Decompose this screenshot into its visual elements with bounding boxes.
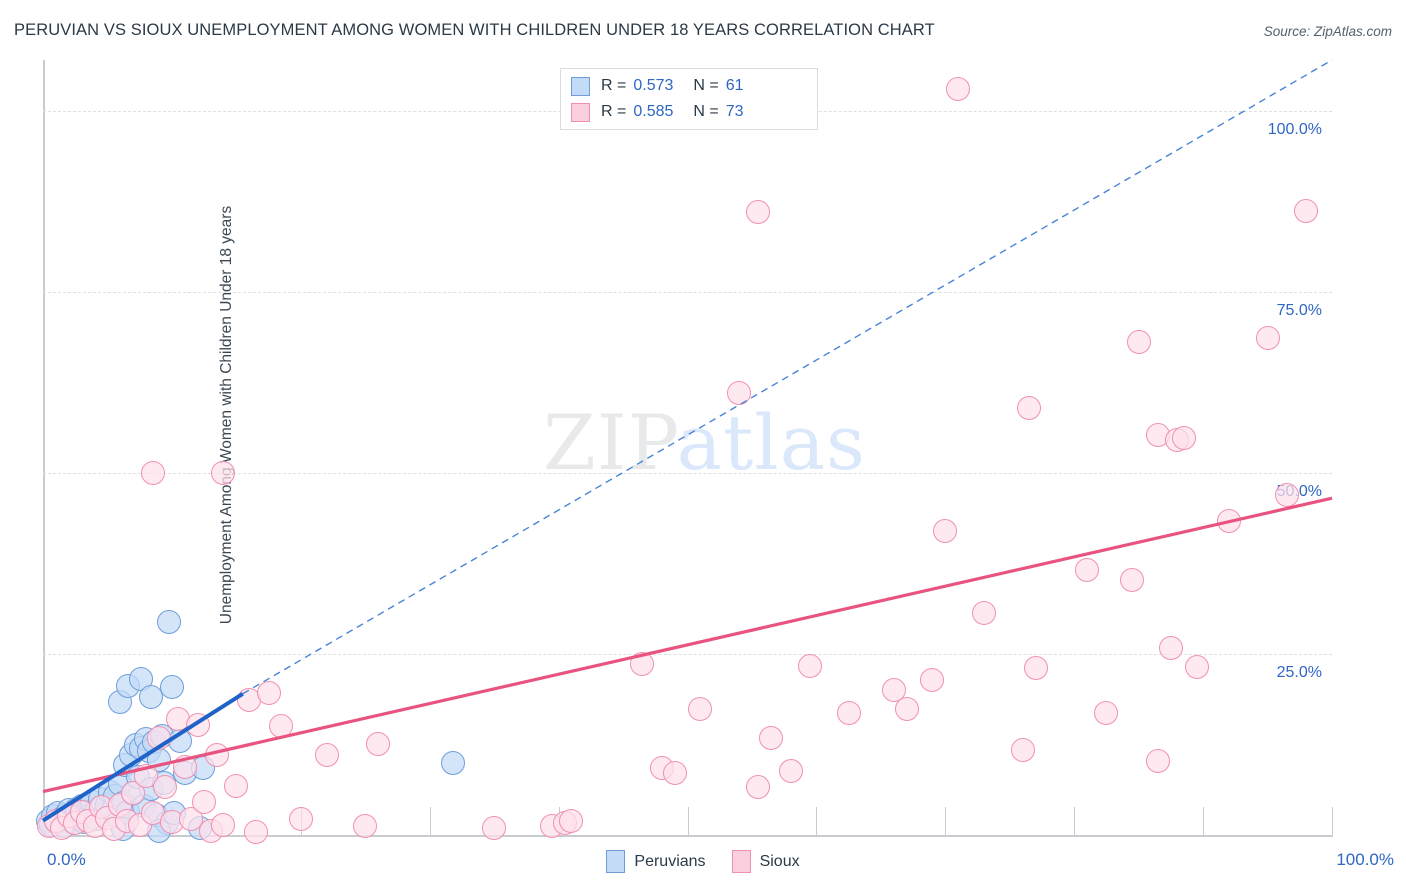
data-point-sioux [836,701,861,726]
y-axis-line [43,60,45,836]
x-tick-mark [945,807,947,835]
n-value-sioux: 73 [725,103,744,120]
data-point-sioux [243,820,268,845]
data-point-sioux [746,200,771,225]
gridline [43,472,1332,474]
sioux-swatch-icon [571,102,590,122]
data-point-sioux [559,808,584,833]
data-point-sioux [256,681,281,706]
data-point-sioux [269,714,294,739]
data-point-sioux [192,789,217,814]
data-point-sioux [366,731,391,756]
data-point-sioux [1010,737,1035,762]
legend-item-peruvians[interactable]: Peruvians [606,850,706,873]
data-point-sioux [288,807,313,832]
data-point-sioux [1126,330,1151,355]
correlation-stats-box: R = 0.573 N = 61 R = 0.585 N = 73 [560,68,818,130]
data-point-sioux [1171,426,1196,451]
x-tick-mark [687,807,689,835]
data-point-sioux [933,518,958,543]
data-point-sioux [172,754,197,779]
data-point-sioux [147,725,171,750]
data-point-sioux [353,814,378,839]
data-point-sioux [688,696,713,721]
data-point-sioux [662,760,687,785]
data-point-sioux [140,460,165,485]
data-point-sioux [778,759,803,784]
data-point-sioux [894,696,919,721]
y-tick-label: 75.0% [1276,301,1322,319]
gridline [43,291,1332,293]
data-point-sioux [727,381,752,406]
data-point-peruvians [157,610,182,635]
data-point-sioux [1184,654,1209,679]
x-tick-mark [816,807,818,835]
n-label-sioux: N = [693,103,719,120]
data-point-sioux [224,773,249,798]
plot-area: 100.0% 75.0% 50.0% 25.0% [36,60,1333,845]
n-label-peruvians: N = [693,77,719,94]
y-axis-label-wrap: Unemployment Among Women with Children U… [10,180,235,650]
data-point-sioux [211,460,236,485]
x-axis-line [43,835,1333,837]
legend-item-sioux[interactable]: Sioux [731,850,800,873]
gridline [43,653,1332,655]
y-tick-label: 25.0% [1276,663,1322,681]
data-point-sioux [1075,557,1100,582]
data-point-sioux [1274,482,1299,507]
x-tick-mark [1203,807,1205,835]
stat-row-sioux: R = 0.585 N = 73 [571,99,744,125]
stat-row-peruvians: R = 0.573 N = 61 [571,73,744,99]
data-point-sioux [211,812,236,837]
data-point-sioux [759,725,784,750]
data-point-sioux [1120,568,1145,593]
data-point-sioux [1255,326,1280,351]
r-value-sioux: 0.585 [633,103,674,120]
r-label-peruvians: R = [601,77,627,94]
data-point-sioux [185,712,210,737]
data-point-sioux [205,743,229,768]
legend-swatch-sioux-icon [731,850,751,873]
legend-label-sioux: Sioux [759,852,800,870]
data-point-sioux [630,652,655,677]
data-point-sioux [946,76,971,101]
data-point-sioux [153,775,178,800]
x-axis-min-label: 0.0% [47,850,86,869]
x-tick-mark [1074,807,1076,835]
legend-swatch-peruvians-icon [606,850,626,873]
data-point-sioux [746,775,771,800]
data-point-sioux [482,815,507,840]
data-point-sioux [920,668,945,692]
data-point-sioux [971,601,996,626]
data-point-sioux [1023,656,1048,681]
y-tick-label: 100.0% [1267,120,1322,138]
peruvians-swatch-icon [571,76,590,96]
source-label: Source: ZipAtlas.com [1263,24,1392,39]
r-label-sioux: R = [601,103,627,120]
data-point-sioux [1145,749,1170,774]
data-point-sioux [314,743,339,768]
data-point-peruvians [159,675,184,700]
data-point-sioux [1094,701,1119,726]
data-point-peruvians [440,750,465,775]
n-value-peruvians: 61 [725,77,744,94]
data-point-sioux [1017,395,1042,420]
data-point-sioux [797,653,822,678]
page-title: PERUVIAN VS SIOUX UNEMPLOYMENT AMONG WOM… [14,21,935,39]
r-value-peruvians: 0.573 [633,77,674,94]
data-point-sioux [1216,508,1241,533]
series-legend: Peruvians Sioux [0,850,1406,873]
data-point-sioux [1158,636,1183,661]
legend-label-peruvians: Peruvians [634,852,706,870]
x-tick-mark [1332,807,1333,835]
x-tick-mark [429,807,431,835]
x-axis-max-label: 100.0% [1336,850,1394,869]
data-point-sioux [1294,198,1319,223]
